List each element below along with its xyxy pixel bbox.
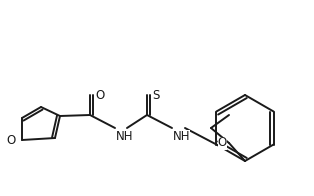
Text: O: O	[218, 136, 227, 150]
Text: O: O	[7, 133, 16, 146]
Text: NH: NH	[173, 130, 191, 143]
Text: S: S	[152, 89, 160, 102]
Text: NH: NH	[116, 130, 133, 143]
Text: O: O	[95, 89, 104, 102]
